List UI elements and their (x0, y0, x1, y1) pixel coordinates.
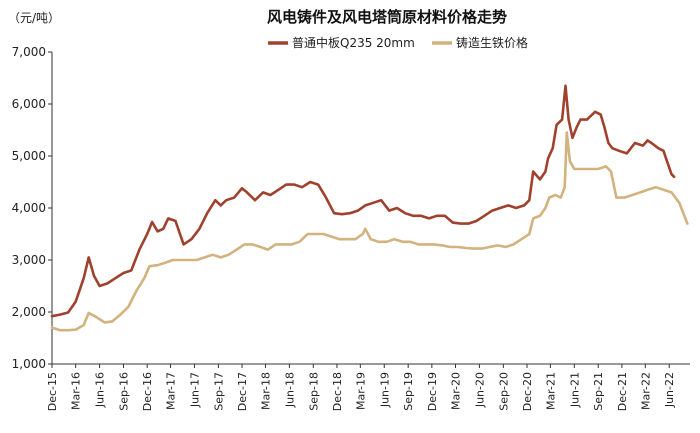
x-tick-label: Dec-15 (46, 372, 59, 411)
x-tick-label: Dec-19 (426, 372, 439, 411)
x-tick-label: Sep-18 (307, 372, 320, 411)
series-line-2 (50, 131, 689, 332)
x-tick-label: Sep-21 (592, 372, 605, 411)
y-tick-label: 7,000 (12, 45, 46, 59)
x-tick-label: Mar-20 (449, 372, 462, 410)
x-tick-label: Jun-22 (663, 372, 676, 408)
x-tick-label: Dec-16 (141, 372, 154, 411)
x-tick-label: Dec-21 (616, 372, 629, 411)
x-tick-label: Mar-18 (259, 372, 272, 410)
x-tick-label: Sep-16 (117, 372, 130, 411)
x-tick-label: Mar-21 (544, 372, 557, 410)
legend: 普通中板Q235 20mm 铸造生铁价格 (268, 35, 528, 50)
x-tick-label: Dec-20 (521, 372, 534, 411)
legend-label-2: 铸造生铁价格 (456, 35, 528, 50)
y-tick-label: 3,000 (12, 253, 46, 267)
y-tick-label: 4,000 (12, 201, 46, 215)
y-tick-label: 2,000 (12, 305, 46, 319)
legend-label-1: 普通中板Q235 20mm (292, 35, 415, 50)
y-tick-label: 6,000 (12, 97, 46, 111)
x-tick-label: Jun-19 (378, 372, 391, 408)
x-tick-label: Sep-19 (402, 372, 415, 411)
x-tick-label: Mar-16 (70, 372, 83, 410)
y-axis: 1,000 2,000 3,000 4,000 5,000 6,000 7,000 (12, 45, 53, 371)
x-tick-label: Jun-21 (568, 372, 581, 408)
y-tick-label: 5,000 (12, 149, 46, 163)
y-tick-label: 1,000 (12, 357, 46, 371)
x-axis: Dec-15 Mar-16 Jun-16 Sep-16 Dec-16 Mar-17 Jun-… (46, 363, 690, 411)
x-tick-label: Sep-17 (212, 372, 225, 411)
x-tick-label: Mar-22 (639, 372, 652, 410)
series-line-1 (50, 84, 676, 318)
x-tick-label: Dec-18 (331, 372, 344, 411)
x-tick-label: Jun-20 (473, 372, 486, 408)
x-tick-label: Mar-19 (354, 372, 367, 410)
x-tick-label: Dec-17 (236, 372, 249, 411)
y-unit-label: （元/吨） (8, 11, 60, 25)
x-tick-label: Jun-17 (188, 372, 201, 408)
x-tick-label: Jun-16 (94, 372, 107, 408)
x-tick-label: Mar-17 (165, 372, 178, 410)
series-layer (50, 84, 689, 332)
x-tick-label: Jun-18 (283, 372, 296, 408)
chart-title: 风电铸件及风电塔筒原材料价格走势 (267, 8, 507, 26)
x-tick-label: Sep-20 (497, 372, 510, 411)
